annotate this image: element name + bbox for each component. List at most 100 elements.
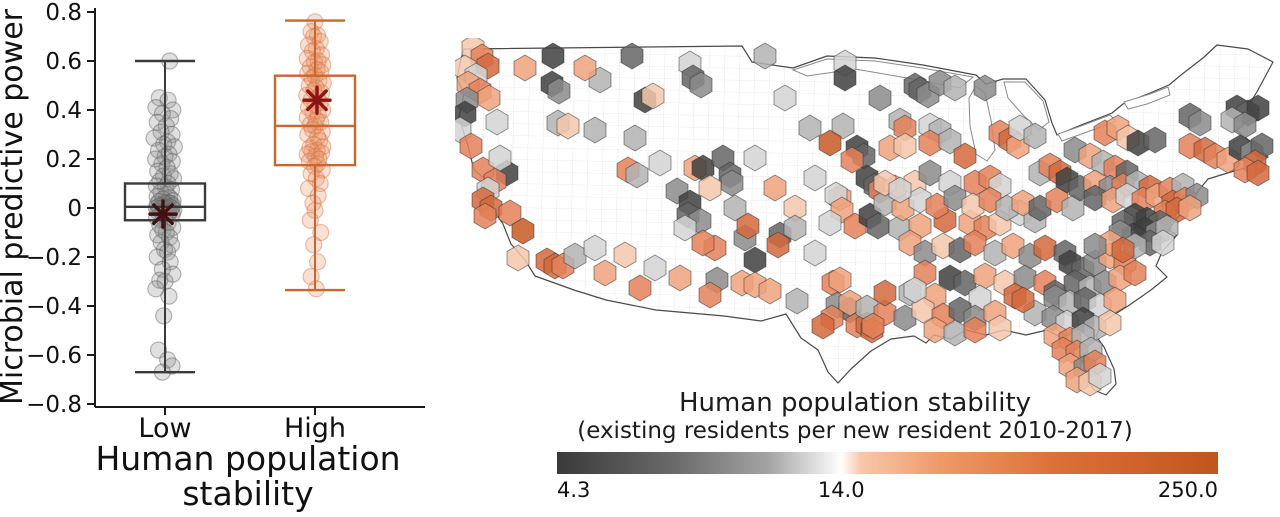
hex-marker (785, 287, 809, 315)
hex-marker (511, 217, 535, 245)
hex-marker (583, 234, 607, 262)
map-colorbar-subtitle: (existing residents per new resident 201… (577, 418, 1133, 444)
colorbar-mid-label: 14.0 (817, 478, 865, 502)
x-axis-label-line1: Human population (95, 439, 400, 478)
colorbar-min-label: 4.3 (557, 478, 591, 502)
scatter-point (305, 27, 323, 46)
map-panel: Human population stability (existing res… (430, 0, 1280, 513)
hex-marker (498, 199, 522, 227)
colorbar-max-label: 250.0 (1157, 478, 1218, 502)
hex-marker (668, 264, 692, 292)
scatter-point (153, 105, 171, 123)
scatter-point (304, 194, 322, 212)
scatter-point (147, 150, 165, 168)
hex-marker (1001, 232, 1025, 260)
hex-marker (473, 202, 497, 230)
scatter-point (164, 192, 182, 210)
hex-marker (1033, 234, 1057, 262)
hex-marker (833, 64, 857, 92)
hex-marker (893, 132, 917, 160)
hex-marker (625, 161, 649, 189)
hex-marker (593, 259, 617, 287)
scatter-point (160, 287, 178, 305)
hex-marker (1011, 189, 1035, 217)
hex-marker (931, 232, 955, 260)
y-tick-label: −0.8 (26, 392, 82, 418)
hex-marker (1111, 236, 1135, 264)
scatter-point (298, 145, 316, 163)
scatter-point (151, 271, 169, 289)
hex-marker (613, 241, 637, 269)
hexbin-layer (455, 38, 1274, 397)
hex-marker (918, 159, 942, 187)
scatter-point (149, 341, 168, 359)
scatter-point (303, 143, 321, 161)
scatter-point (312, 223, 330, 242)
hex-marker (1098, 309, 1122, 337)
scatter-point (147, 280, 165, 298)
hex-marker (923, 316, 947, 344)
hex-marker (758, 277, 782, 305)
lake-michigan (968, 85, 996, 162)
hex-marker (541, 42, 565, 70)
hex-marker (888, 176, 912, 204)
y-tick-label: 0.8 (45, 0, 82, 26)
hex-marker (1188, 109, 1212, 137)
hex-marker (828, 266, 852, 294)
scatter-point (310, 150, 328, 168)
scatter-point (301, 139, 319, 157)
scatter-point (313, 123, 331, 141)
scatter-point (309, 253, 327, 271)
scatter-point (155, 135, 173, 153)
hex-marker (1246, 94, 1270, 122)
scatter-point (150, 89, 168, 107)
hex-marker (783, 214, 807, 242)
hex-marker (868, 84, 892, 112)
scatter-point (307, 280, 325, 298)
hex-marker (753, 42, 777, 70)
hex-marker (866, 212, 890, 240)
y-tick-label: −0.4 (26, 294, 82, 320)
hex-marker (556, 112, 580, 140)
hex-marker (643, 254, 667, 282)
hex-marker (953, 142, 977, 170)
scatter-point (309, 128, 327, 146)
hex-marker (938, 127, 962, 155)
hex-marker (689, 71, 713, 99)
boxplot-panel: 0.8 0.6 0.4 0.2 0 −0.2 −0.4 −0.6 −0.8 Microbial p… (0, 0, 430, 513)
scatter-point (159, 243, 177, 261)
hex-marker (1178, 194, 1202, 222)
y-tick-label: −0.6 (26, 343, 82, 369)
hex-marker (723, 194, 747, 222)
scatter-point (162, 109, 180, 128)
hex-marker (903, 276, 927, 304)
scatter-point (301, 116, 319, 134)
hex-marker (1011, 286, 1035, 314)
box-iqr (273, 74, 357, 167)
hex-marker (623, 124, 647, 152)
y-axis-label: Microbial predictive power (0, 8, 30, 405)
scatter-point (148, 187, 166, 206)
scatter-point (161, 253, 179, 271)
scatter-point (155, 307, 173, 325)
hex-marker (838, 289, 862, 317)
hex-marker (583, 116, 607, 144)
hex-marker (1246, 159, 1270, 187)
scatter-point (162, 236, 181, 254)
scatter-point (311, 32, 329, 51)
hex-marker (698, 174, 722, 202)
hex-marker (773, 84, 797, 112)
hex-marker (628, 274, 652, 302)
hex-marker (803, 164, 827, 192)
scatter-point (162, 181, 181, 199)
hex-marker (648, 149, 672, 177)
scatter-point (311, 174, 329, 193)
scatter-point (148, 195, 166, 213)
hex-marker (1151, 229, 1175, 257)
hex-marker (798, 114, 822, 142)
scatter-point (307, 40, 325, 58)
scatter-point (147, 98, 165, 117)
hex-marker (547, 77, 571, 105)
hex-marker (1088, 362, 1112, 390)
